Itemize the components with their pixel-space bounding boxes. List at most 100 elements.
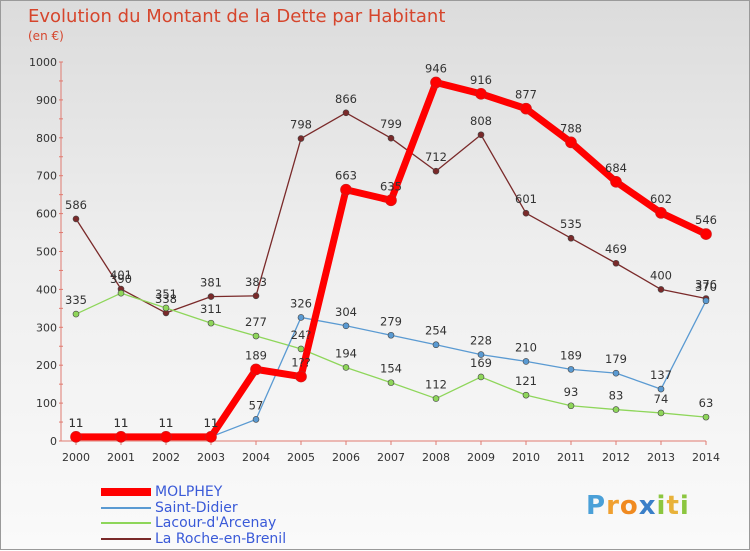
data-label: 383 — [245, 275, 267, 289]
series-3-point — [342, 109, 350, 117]
series-1-point — [612, 369, 620, 377]
legend-swatch — [101, 488, 151, 496]
series-3-point — [297, 135, 305, 142]
series-1-point — [342, 322, 350, 330]
y-tick-label: 300 — [36, 321, 57, 334]
series-3-point — [522, 209, 530, 217]
data-label: 788 — [560, 121, 582, 135]
data-label: 83 — [609, 389, 624, 403]
series-2-point — [162, 304, 170, 312]
series-0-point — [250, 363, 262, 376]
data-label: 338 — [155, 292, 177, 306]
series-line-3 — [75, 112, 707, 314]
data-label: 179 — [605, 352, 627, 366]
x-tick-label: 2005 — [287, 451, 315, 464]
data-label: 400 — [650, 268, 672, 282]
series-2-point — [477, 373, 485, 381]
data-label: 154 — [380, 362, 402, 376]
proxiti-logo: Proxiti — [586, 491, 690, 521]
x-tick-label: 2012 — [602, 451, 630, 464]
data-label: 24? — [291, 328, 312, 342]
chart-unit: (en €) — [28, 29, 64, 43]
series-3-point — [612, 259, 620, 267]
y-tick-label: 600 — [36, 208, 57, 221]
y-tick-label: 800 — [36, 132, 57, 145]
logo-letter: r — [606, 491, 620, 521]
x-tick-label: 2001 — [107, 451, 135, 464]
data-label: 401 — [110, 268, 132, 282]
series-2-point — [387, 379, 395, 386]
series-0-point — [700, 228, 712, 240]
y-tick-label: 900 — [36, 94, 57, 107]
data-label: 877 — [515, 88, 537, 102]
series-3-point — [432, 167, 440, 175]
series-1-point — [657, 385, 665, 393]
series-0-point — [565, 136, 577, 149]
data-label: 916 — [470, 73, 492, 87]
data-label: 390 — [110, 272, 132, 286]
series-3-point — [207, 293, 215, 300]
x-tick-label: 2004 — [242, 451, 270, 464]
data-label: 11 — [204, 416, 219, 430]
chart-title: Evolution du Montant de la Dette par Hab… — [28, 6, 446, 27]
data-label: 712 — [425, 150, 447, 164]
legend-label: Lacour-d'Arcenay — [155, 515, 277, 531]
data-label: 684 — [605, 161, 627, 175]
series-0-point — [70, 431, 82, 443]
series-1-point — [477, 351, 485, 358]
data-label: 254 — [425, 324, 447, 338]
data-label: 469 — [605, 242, 627, 256]
data-label: 210 — [515, 340, 537, 354]
x-tick-label: 2013 — [647, 451, 675, 464]
series-1-point — [387, 331, 395, 339]
y-tick-label: 200 — [36, 359, 57, 372]
series-0-point — [475, 88, 487, 100]
legend-swatch — [101, 522, 151, 524]
x-tick-label: 2014 — [692, 451, 720, 464]
data-label: 351 — [155, 287, 177, 301]
data-label: 546 — [695, 213, 717, 227]
series-2-point — [207, 319, 215, 327]
y-tick-label: 0 — [50, 435, 57, 448]
data-label: 808 — [470, 114, 492, 128]
series-2-point — [522, 391, 530, 399]
x-tick-label: 2010 — [512, 451, 540, 464]
data-label: 304 — [335, 305, 357, 319]
legend-label: MOLPHEY — [155, 484, 223, 500]
series-0-point — [430, 76, 442, 89]
series-0-point — [205, 431, 217, 443]
series-2-point — [432, 395, 440, 402]
series-3-point — [252, 292, 260, 300]
y-tick-label: 400 — [36, 283, 57, 296]
data-label: 137 — [650, 368, 672, 382]
data-label: 1?? — [291, 356, 311, 370]
series-0-point — [655, 207, 667, 219]
data-label: 189 — [245, 348, 267, 362]
series-0-point — [385, 194, 397, 207]
data-label: 11 — [69, 416, 84, 430]
data-label: 866 — [335, 92, 357, 106]
x-tick-label: 2006 — [332, 451, 360, 464]
data-label: 11 — [159, 416, 174, 430]
data-label: 535 — [560, 217, 582, 231]
series-1-point — [567, 366, 575, 373]
series-0-point — [610, 175, 622, 188]
legend-swatch — [101, 537, 151, 540]
series-0-point — [160, 431, 172, 443]
series-2-point — [252, 332, 260, 340]
legend-label: Saint-Didier — [155, 499, 238, 516]
y-tick-label: 500 — [36, 246, 57, 259]
data-label: 11 — [69, 416, 84, 430]
series-3-point — [477, 131, 485, 139]
logo-letter: o — [619, 491, 639, 521]
series-1-point — [702, 297, 710, 305]
data-label: 11 — [159, 416, 174, 430]
legend-label: La Roche-en-Brenil — [155, 530, 287, 547]
x-tick-label: 2000 — [62, 451, 90, 464]
data-label: 228 — [470, 334, 492, 348]
data-label: 370 — [695, 280, 717, 294]
data-label: 798 — [290, 118, 312, 132]
data-label: 112 — [425, 378, 447, 392]
